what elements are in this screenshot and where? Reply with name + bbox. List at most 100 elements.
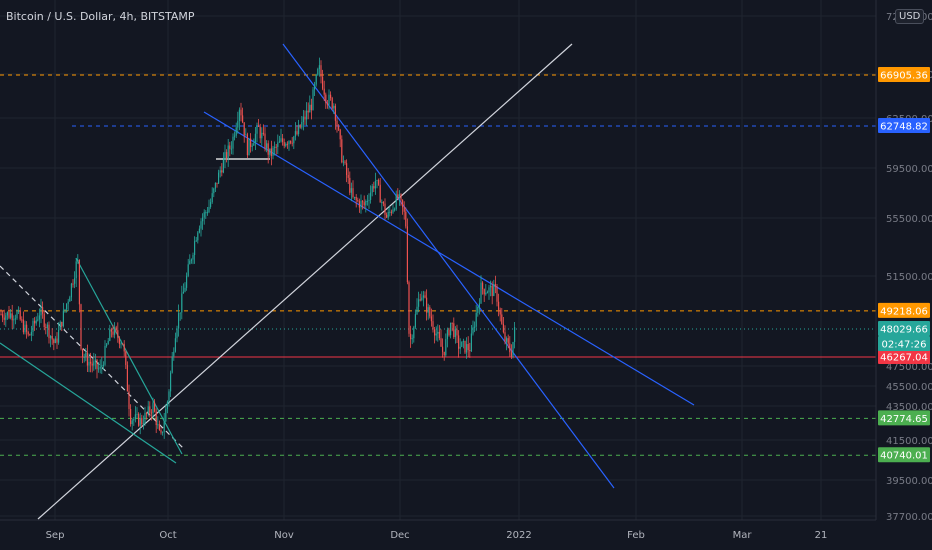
candle-body	[88, 361, 90, 366]
price-tick-label: 47500.00	[886, 362, 932, 373]
candle-body	[498, 301, 500, 310]
candle-body	[75, 261, 77, 279]
candle-body	[144, 413, 146, 424]
candle-body	[181, 293, 183, 313]
candle-body	[170, 372, 172, 392]
candle-body	[382, 201, 384, 204]
candle-body	[318, 65, 320, 69]
candle-body	[118, 337, 120, 344]
candle-body	[376, 179, 378, 182]
candle-body	[107, 340, 109, 345]
candle-body	[430, 316, 432, 322]
candle-body	[112, 331, 114, 335]
candle-body	[502, 323, 504, 333]
candle-body	[90, 361, 92, 364]
candle-body	[30, 331, 32, 336]
candle-body	[206, 212, 208, 214]
candle-body	[290, 141, 292, 143]
candle-body	[227, 145, 229, 159]
candle-body	[242, 115, 244, 123]
candle-body	[98, 368, 100, 370]
candle-body	[230, 148, 232, 150]
candle-body	[133, 419, 135, 421]
candle-body	[395, 194, 397, 210]
candle-body	[106, 344, 108, 346]
candle-body	[322, 76, 324, 89]
time-axis[interactable]: Sep Oct Nov Dec 2022 Feb Mar 21	[46, 530, 828, 541]
candle-body	[186, 275, 188, 288]
candle-body	[469, 350, 471, 352]
candle-body	[70, 283, 72, 298]
candle-body	[488, 287, 490, 293]
candle-countdown-tag-bg	[878, 335, 930, 351]
candle-body	[166, 401, 168, 409]
candle-body	[272, 147, 274, 156]
candle-body	[29, 334, 31, 336]
candle-body	[362, 201, 364, 203]
candle-body	[326, 102, 328, 105]
candle-body	[8, 312, 10, 318]
price-tick-label: 43500.00	[886, 402, 932, 413]
candle-body	[48, 324, 50, 339]
candle-body	[328, 94, 330, 105]
candle-body	[470, 333, 472, 352]
candle-body	[392, 209, 394, 213]
candle-body	[371, 186, 373, 193]
candle-body	[288, 141, 290, 145]
currency-button[interactable]: USD	[895, 9, 925, 24]
candle-body	[38, 315, 40, 320]
candle-body	[501, 314, 503, 324]
candle-body	[45, 327, 47, 329]
candle-body	[34, 320, 36, 324]
candle-body	[222, 159, 224, 173]
candle-body	[43, 313, 45, 328]
candle-body	[459, 346, 461, 349]
candle-body	[154, 402, 156, 412]
candle-body	[16, 311, 18, 319]
candle-body	[168, 391, 170, 402]
candle-body	[426, 297, 428, 313]
candle-body	[35, 320, 37, 324]
candle-body	[104, 345, 106, 365]
candle-body	[472, 327, 474, 334]
candle-body	[189, 260, 191, 265]
candle-body	[275, 146, 277, 148]
candle-body	[61, 321, 63, 327]
candle-body	[69, 297, 71, 302]
candle-body	[434, 329, 436, 336]
candle-body	[320, 65, 322, 77]
candle-body	[461, 341, 463, 347]
candle-body	[486, 292, 488, 294]
candle-body	[85, 352, 87, 358]
time-tick-label: 21	[815, 530, 828, 541]
candle-body	[214, 182, 216, 189]
time-tick-label: Nov	[274, 530, 294, 541]
candle-body	[205, 212, 207, 214]
candle-body	[344, 161, 346, 164]
candle-body	[413, 327, 415, 339]
candle-body	[299, 124, 301, 128]
candle-body	[342, 161, 344, 163]
candle-body	[291, 142, 293, 144]
candle-body	[82, 348, 84, 358]
candle-body	[202, 217, 204, 222]
candle-body	[466, 344, 468, 353]
candle-body	[149, 406, 151, 413]
candle-body	[336, 120, 338, 127]
level-price-tag-bg	[878, 348, 930, 364]
candle-body	[338, 126, 340, 130]
candle-body	[437, 331, 439, 334]
candle-body	[416, 306, 418, 315]
candle-body	[139, 417, 141, 426]
candle-body	[66, 303, 68, 310]
candle-body	[414, 314, 416, 328]
candle-body	[0, 314, 2, 316]
candle-body	[261, 132, 263, 139]
candle-body	[37, 319, 39, 321]
candle-body	[435, 333, 437, 336]
candle-body	[480, 282, 482, 304]
candle-body	[270, 148, 272, 156]
candle-body	[130, 408, 132, 425]
candle-body	[280, 138, 282, 142]
